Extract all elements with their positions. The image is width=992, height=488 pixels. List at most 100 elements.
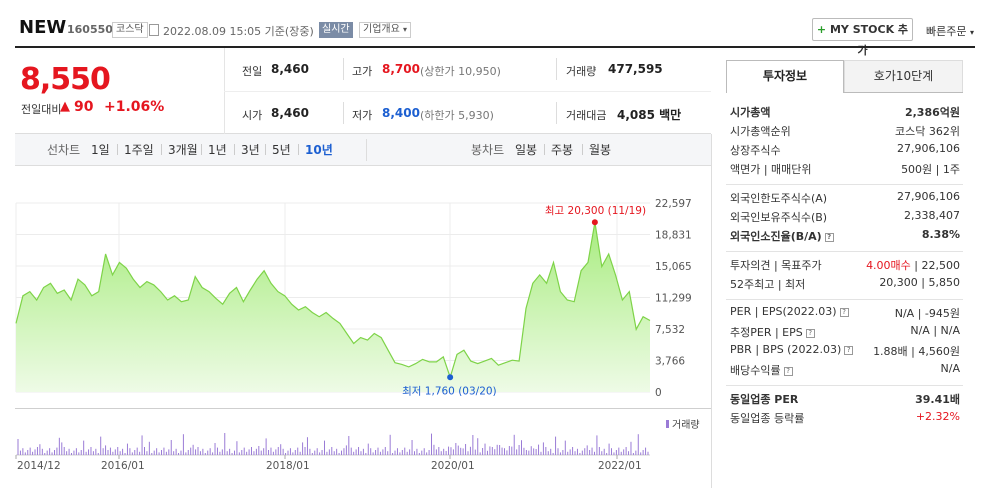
x-tick-label: 2020/01 [431, 460, 475, 472]
period-tab-5[interactable]: 5년 [272, 143, 291, 157]
candle-tab-1[interactable]: 주봉 [551, 143, 574, 157]
info-row: 시가총액순위 코스닥 362위 [730, 123, 960, 140]
period-tab-6[interactable]: 10년 [305, 143, 333, 157]
info-value: N/A | -945원 [894, 307, 960, 320]
candle-tab-2[interactable]: 월봉 [589, 143, 612, 157]
datetime: 2022.08.09 15:05 기준(장중) [163, 25, 314, 38]
info-label: 투자의견 | 목표주가 [730, 259, 822, 272]
quote-divider [343, 102, 344, 124]
info-row: 상장주식수 27,906,106 [730, 142, 960, 159]
high-limit: (상한가 10,950) [420, 65, 501, 78]
y-tick-label: 7,532 [655, 324, 685, 336]
side-tab-divider [844, 92, 963, 93]
help-icon[interactable]: ? [844, 346, 854, 355]
info-row: 동일업종 등락률 +2.32% [730, 410, 960, 427]
help-icon[interactable]: ? [824, 233, 834, 242]
info-row: 외국인한도주식수(A) 27,906,106 [730, 190, 960, 207]
info-value: N/A [940, 362, 960, 375]
realtime-button[interactable]: 실시간 [319, 22, 353, 38]
info-row: 시가총액 2,386억원 [730, 104, 960, 121]
y-tick-label: 0 [655, 387, 662, 399]
chart-side-border [711, 134, 712, 488]
tab-separator [544, 144, 545, 155]
section-divider [726, 251, 963, 252]
info-value: 4.00매수 | 22,500 [866, 257, 960, 273]
info-label: 상장주식수 [730, 144, 781, 157]
high-label: 고가 [352, 65, 373, 78]
info-label: 액면가 | 매매단위 [730, 163, 812, 176]
info-label: 외국인한도주식수(A) [730, 192, 828, 205]
up-arrow-icon: ▲ [60, 99, 70, 114]
info-label: 배당수익률? [730, 362, 793, 378]
help-icon[interactable]: ? [839, 308, 849, 317]
x-tick-label: 2018/01 [266, 460, 310, 472]
info-label: 외국인소진율(B/A)? [730, 228, 834, 244]
info-value: 2,338,407 [904, 209, 960, 222]
help-icon[interactable]: ? [783, 367, 793, 376]
quick-order-label: 빠른주문 [926, 25, 967, 38]
plus-icon: + [816, 23, 827, 36]
volume-legend-icon [666, 420, 669, 428]
low-marker [447, 374, 454, 381]
info-value: 27,906,106 [897, 190, 960, 203]
change-pct: +1.06% [104, 99, 165, 115]
price-chart[interactable]: 22,597 18,831 15,065 11,299 7,532 3,766 0 최고 20… [0, 180, 712, 488]
candle-tab-0[interactable]: 일봉 [515, 143, 538, 157]
info-row: 추정PER | EPS? N/A | N/A [730, 324, 960, 341]
help-icon[interactable]: ? [805, 329, 815, 338]
quick-order-button[interactable]: 빠른주문 ▾ [926, 23, 974, 39]
info-label: 외국인보유주식수(B) [730, 211, 828, 224]
info-value: 코스닥 362위 [895, 125, 960, 138]
section-divider [726, 385, 963, 386]
info-label: 동일업종 PER [730, 393, 799, 406]
prev-value: 8,460 [271, 62, 309, 76]
info-value: 20,300 | 5,850 [879, 276, 960, 289]
high-annotation: 최고 20,300 (11/19) [545, 205, 646, 217]
prev-label: 전일 [242, 65, 263, 78]
change-label: 전일대비 [21, 103, 62, 116]
mystock-button[interactable]: + MY STOCK 추가 [812, 18, 913, 57]
period-tab-3[interactable]: 1년 [208, 143, 227, 157]
company-overview-button[interactable]: 기업개요 ▾ [359, 22, 412, 38]
info-value: 8.38% [921, 228, 960, 241]
stock-code: 160550 [67, 23, 113, 36]
volume-value: 477,595 [608, 62, 663, 76]
info-value: 39.41배 [915, 393, 960, 406]
candle-chart-label: 봉차트 [471, 143, 505, 157]
side-tab-invest[interactable]: 투자정보 [726, 60, 844, 93]
high-value: 8,700 [382, 62, 420, 76]
tab-separator [265, 144, 266, 155]
info-row: PBR | BPS (2022.03)? 1.88배 | 4,560원 [730, 343, 960, 360]
header-divider [15, 46, 975, 48]
open-value: 8,460 [271, 106, 309, 120]
info-label: 시가총액순위 [730, 125, 791, 138]
low-annotation: 최저 1,760 (03/20) [402, 385, 497, 397]
period-tab-1[interactable]: 1주일 [124, 143, 154, 157]
side-tab-orderbook[interactable]: 호가10단계 [844, 60, 963, 93]
price-line [15, 222, 651, 380]
info-label: 52주최고 | 최저 [730, 278, 806, 291]
section-divider [726, 184, 963, 185]
x-tick-label: 2014/12 [17, 460, 61, 472]
info-label: PBR | BPS (2022.03)? [730, 343, 854, 356]
period-tab-2[interactable]: 3개월 [168, 143, 198, 157]
y-tick-label: 18,831 [655, 230, 692, 242]
side-tab-orderbook-label: 호가10단계 [873, 69, 934, 83]
low-value: 8,400 [382, 106, 420, 120]
chart-toolbar [15, 134, 711, 166]
current-price: 8,550 [20, 62, 111, 97]
period-tab-4[interactable]: 3년 [241, 143, 260, 157]
line-chart-label: 선차트 [47, 143, 81, 157]
info-value: 1.88배 | 4,560원 [873, 345, 960, 358]
period-tab-0[interactable]: 1일 [91, 143, 110, 157]
open-label: 시가 [242, 109, 263, 122]
opinion-value: 4.00매수 [866, 259, 915, 272]
y-tick-label: 22,597 [655, 198, 692, 210]
info-row: 외국인보유주식수(B) 2,338,407 [730, 209, 960, 226]
volume-label: 거래량 [566, 65, 597, 78]
info-row: PER | EPS(2022.03)? N/A | -945원 [730, 305, 960, 322]
info-value: 27,906,106 [897, 142, 960, 155]
quote-divider [556, 58, 557, 80]
y-tick-label: 3,766 [655, 356, 685, 368]
change-value: 90 [74, 99, 94, 115]
